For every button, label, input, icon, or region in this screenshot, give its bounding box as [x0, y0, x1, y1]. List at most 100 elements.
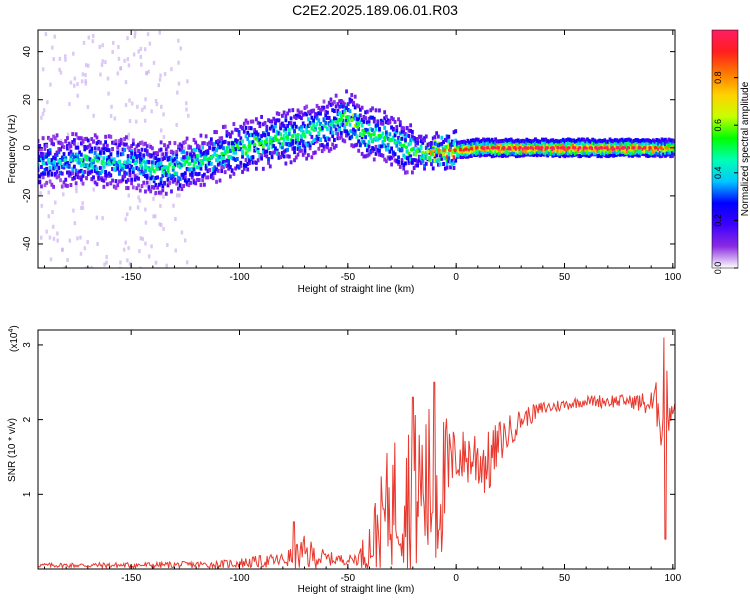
spectrogram-cell	[346, 107, 350, 112]
spectrogram-cell	[650, 148, 653, 153]
noise-cell	[124, 217, 127, 222]
spectrogram-cell	[79, 152, 83, 157]
spectrogram-cell	[627, 143, 631, 148]
spectrogram-cell	[164, 171, 168, 176]
spectrogram-cell	[251, 133, 255, 138]
spectrogram-cell	[329, 126, 333, 131]
spectrogram-cell	[38, 151, 40, 156]
spectrogram-cell	[419, 139, 423, 144]
spectrogram-cell	[263, 133, 267, 138]
spectrogram-cell	[268, 119, 272, 124]
spectrogram-cell	[239, 136, 243, 141]
spectrogram-cell	[173, 171, 177, 176]
spectrogram-cell	[203, 153, 206, 158]
spectrogram-cell	[561, 142, 565, 147]
spectrogram-cell	[404, 155, 407, 160]
spectrogram-cell	[300, 134, 303, 139]
spectrogram-cell	[343, 125, 347, 130]
spectrogram-cell	[412, 136, 416, 141]
spectrogram-cell	[390, 146, 393, 151]
spectrogram-ridge-point	[106, 160, 111, 164]
spectrogram-cell	[222, 159, 225, 164]
spectrogram-cell	[431, 136, 435, 141]
spectrogram-cell	[556, 151, 560, 156]
spectrogram-cell	[118, 143, 121, 148]
spectrogram-cell	[393, 131, 397, 136]
spectrogram-cell	[125, 171, 128, 176]
spectrogram-cell	[331, 101, 335, 106]
spectrogram-cell	[535, 143, 539, 148]
spectrogram-cell	[572, 143, 575, 148]
spectrogram-cell	[225, 146, 229, 151]
spectrogram-cell	[308, 120, 312, 125]
spectrogram-cell	[371, 146, 374, 151]
spectrogram-cell	[374, 127, 378, 132]
spectrogram-ridge-point	[399, 143, 403, 147]
spectrogram-cell	[490, 150, 494, 155]
spectrogram-cell	[154, 163, 158, 168]
spectrogram-cell	[183, 155, 187, 160]
spectrogram-cell	[255, 130, 258, 135]
spectrogram-cell	[274, 134, 277, 139]
spectrogram-cell	[102, 164, 106, 169]
spectrogram-cell	[86, 164, 90, 169]
spectrogram-cell	[324, 109, 328, 114]
spectrogram-ridge-point	[431, 148, 436, 153]
spectrogram-cell	[598, 149, 601, 154]
spectrogram-cell	[322, 147, 326, 152]
spectrogram-cell	[452, 155, 456, 160]
spectrogram-cell	[50, 182, 54, 187]
snr-y-axis: 123	[22, 342, 675, 497]
spectrogram-cell	[76, 155, 80, 160]
noise-cell	[134, 119, 138, 124]
spectrogram-cell	[161, 157, 165, 162]
noise-cell	[58, 67, 61, 72]
spectrogram-ridge-point	[561, 145, 566, 150]
spectrogram-cell	[665, 139, 669, 144]
spectrogram-cell	[83, 154, 87, 159]
spectrogram-cell	[121, 166, 125, 171]
spectrogram-cell	[671, 138, 674, 143]
spectrogram-cell	[230, 168, 234, 173]
spectrogram-cell	[287, 128, 291, 133]
spectrogram-cell	[402, 163, 406, 168]
spectrogram-cell	[135, 159, 139, 164]
noise-cell	[84, 266, 88, 268]
spectrogram-cell	[411, 129, 414, 134]
spectrogram-cell	[183, 178, 187, 183]
spectrogram-cell	[482, 137, 485, 142]
spectrogram-cell	[381, 121, 385, 126]
spectrogram-cell	[284, 148, 288, 153]
spectrogram-cell	[405, 149, 409, 154]
spectrogram-cell	[93, 164, 97, 169]
spectrogram-cell	[64, 156, 68, 161]
spectrogram-cell	[303, 111, 307, 116]
noise-cell	[104, 60, 107, 65]
noise-cell	[47, 214, 51, 219]
spectrogram-cell	[398, 123, 402, 128]
noise-cell	[49, 82, 52, 87]
spectrogram-cell	[596, 139, 600, 144]
spectrogram-cell	[242, 166, 246, 171]
spectrogram-cell	[234, 166, 237, 171]
noise-cell	[82, 40, 86, 45]
spectrogram-cell	[417, 148, 421, 153]
spectrogram-cell	[402, 166, 406, 171]
spectrogram-cell	[71, 132, 75, 137]
spectrogram-cell	[357, 117, 361, 122]
noise-cell	[132, 52, 136, 57]
spectrogram-cell	[622, 149, 626, 154]
spectrogram-cell	[130, 151, 133, 156]
spectrogram-cell	[211, 176, 215, 181]
spectrogram-cell	[112, 162, 116, 167]
spectrogram-cell	[206, 169, 210, 174]
noise-cell	[152, 60, 156, 65]
noise-cell	[118, 266, 122, 268]
spectrogram-cell	[126, 145, 130, 150]
spectrogram-cell	[535, 149, 539, 154]
spectrogram-cell	[109, 181, 113, 186]
spectrogram-cell	[182, 158, 185, 163]
spectrogram-cell	[518, 141, 522, 146]
spectrogram-cell	[346, 102, 350, 107]
spectrogram-cell	[281, 142, 284, 147]
